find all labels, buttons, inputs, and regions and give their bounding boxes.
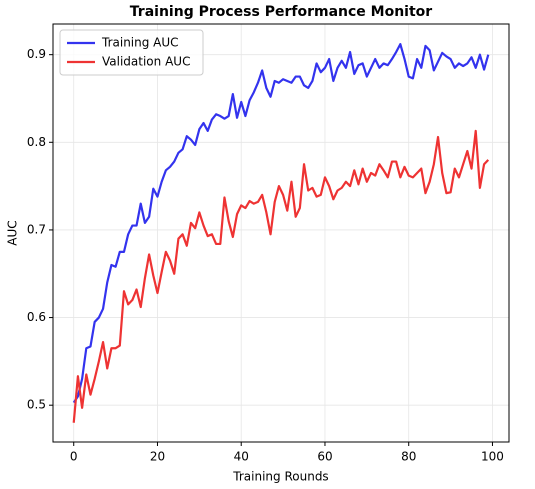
x-tick-label: 100 (481, 450, 504, 464)
y-tick-label: 0.5 (27, 398, 46, 412)
y-tick-label: 0.7 (27, 222, 46, 236)
legend-box (59, 29, 204, 76)
x-tick-label: 40 (234, 450, 249, 464)
plot-frame (52, 23, 510, 443)
y-tick-label: 0.8 (27, 135, 46, 149)
line-series (72, 129, 490, 423)
y-tick-label: 0.9 (27, 47, 46, 61)
chart-title: Training Process Performance Monitor (130, 4, 432, 20)
x-axis-label: Training Rounds (232, 470, 328, 484)
x-tick-label: 20 (150, 450, 165, 464)
x-tick-label: 60 (317, 450, 332, 464)
legend-label: Validation AUC (102, 55, 190, 69)
legend-label: Training AUC (101, 36, 179, 50)
x-tick-label: 0 (70, 450, 78, 464)
line-series (72, 43, 490, 404)
y-tick-label: 0.6 (27, 310, 46, 324)
x-tick-label: 80 (401, 450, 416, 464)
y-axis-label: AUC (6, 220, 20, 245)
